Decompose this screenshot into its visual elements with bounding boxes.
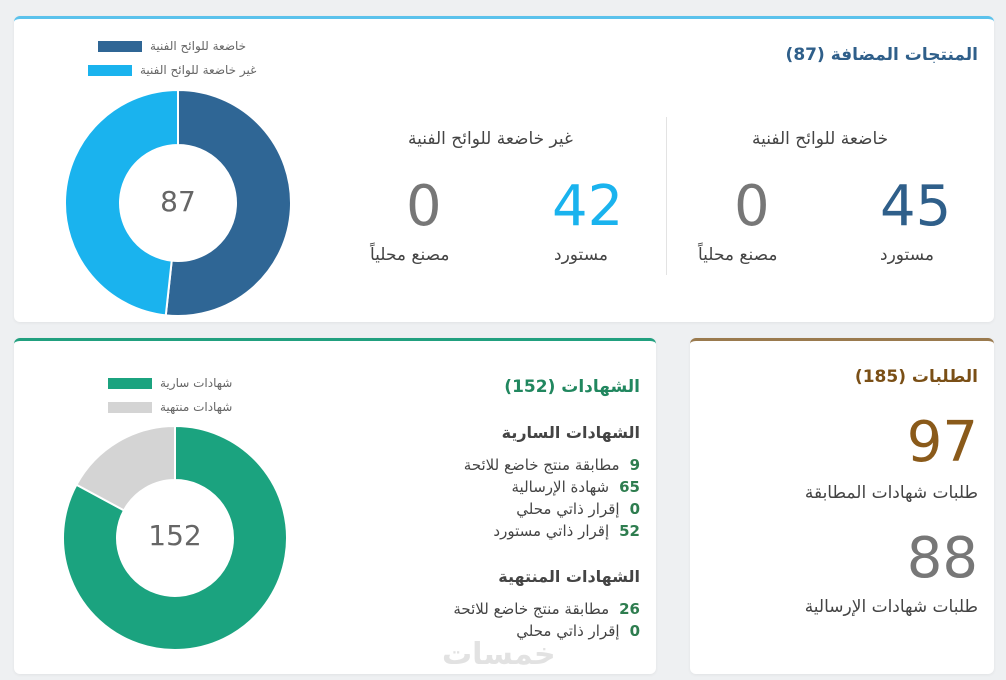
non-subject-local-label: مصنع محلياً <box>370 245 450 265</box>
certificates-title: الشهادات (152) <box>504 377 640 397</box>
subject-local-label: مصنع محلياً <box>698 245 778 265</box>
subject-local-value: 0 <box>734 174 770 239</box>
expired-certs-heading: الشهادات المنتهية <box>498 567 640 586</box>
legend-swatch <box>88 64 132 76</box>
list-item: 65 شهادة الإرسالية <box>511 478 640 496</box>
list-item: 52 إقرار ذاتي مستورد <box>493 522 640 540</box>
requests-title: الطلبات (185) <box>854 367 978 387</box>
legend-item-subject[interactable]: خاضعة للوائح الفنية <box>98 39 246 53</box>
legend-label: شهادات سارية <box>160 376 233 390</box>
legend-swatch <box>98 40 142 52</box>
products-donut-center: 87 <box>160 185 196 218</box>
watermark: خمسات <box>442 637 556 672</box>
certificates-card: الشهادات (152) الشهادات السارية 9 مطابقة … <box>14 338 656 674</box>
products-title: المنتجات المضافة (87) <box>785 45 978 65</box>
non-subject-heading: غير خاضعة للوائح الفنية <box>408 129 573 149</box>
list-item: 0 إقرار ذاتي محلي <box>516 500 640 518</box>
donut-slice[interactable] <box>62 425 288 651</box>
donut-slice[interactable] <box>164 89 292 317</box>
legend-item-non-subject[interactable]: غير خاضعة للوائح الفنية <box>88 63 256 77</box>
list-item: 0 إقرار ذاتي محلي <box>516 622 640 640</box>
certificates-donut-center: 152 <box>148 519 202 552</box>
legend-swatch <box>108 377 152 389</box>
legend-label: شهادات منتهية <box>160 400 233 414</box>
subject-imported-value: 45 <box>880 174 952 239</box>
legend-label: غير خاضعة للوائح الفنية <box>140 63 257 77</box>
legend-item-active[interactable]: شهادات سارية <box>108 376 232 390</box>
products-donut-chart[interactable] <box>64 89 292 317</box>
shipment-requests-value: 88 <box>906 526 978 591</box>
non-subject-imported-value: 42 <box>552 174 624 239</box>
legend-item-expired[interactable]: شهادات منتهية <box>108 400 232 414</box>
active-certs-heading: الشهادات السارية <box>501 423 640 442</box>
group-divider <box>666 117 667 275</box>
legend-swatch <box>108 401 152 413</box>
non-subject-imported-label: مستورد <box>554 245 608 265</box>
products-card: المنتجات المضافة (87) خاضعة للوائح الفني… <box>14 16 994 322</box>
donut-slice[interactable] <box>64 89 179 317</box>
subject-heading: خاضعة للوائح الفنية <box>752 129 889 149</box>
certificates-donut-chart[interactable] <box>62 425 288 651</box>
non-subject-local-value: 0 <box>406 174 442 239</box>
conformity-requests-label: طلبات شهادات المطابقة <box>804 483 978 503</box>
requests-card: الطلبات (185) 97 طلبات شهادات المطابقة 8… <box>690 338 994 674</box>
donut-slice[interactable] <box>75 425 176 512</box>
legend-label: خاضعة للوائح الفنية <box>150 39 247 53</box>
shipment-requests-label: طلبات شهادات الإرسالية <box>804 597 978 617</box>
conformity-requests-value: 97 <box>906 410 978 475</box>
list-item: 9 مطابقة منتج خاضع للائحة <box>463 456 640 474</box>
subject-imported-label: مستورد <box>880 245 934 265</box>
list-item: 26 مطابقة منتج خاضع للائحة <box>453 600 640 618</box>
